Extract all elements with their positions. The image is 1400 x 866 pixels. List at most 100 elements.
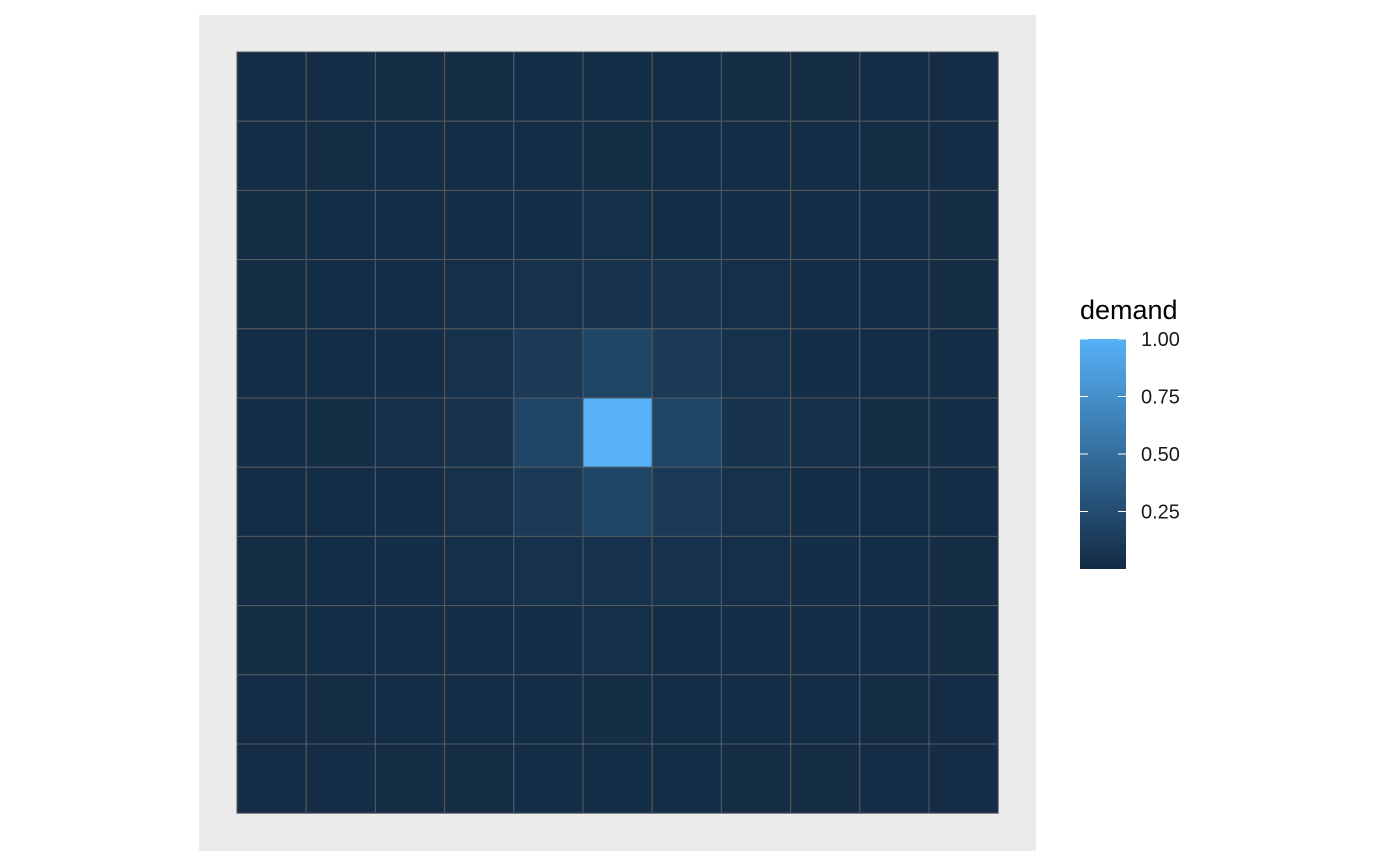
heatmap-tile [928,466,999,537]
heatmap-tile [236,259,307,330]
heatmap-tile [651,605,722,676]
legend-tick-label: 0.75 [1141,387,1180,409]
heatmap-tile [236,466,307,537]
legend-tick-label: 0.25 [1141,502,1180,524]
heatmap-tile [790,535,861,607]
heatmap-tile [582,259,653,330]
heatmap-tile [928,51,999,122]
heatmap-tile [305,51,376,122]
heatmap-tile [582,120,653,191]
heatmap-tile [305,328,376,399]
heatmap-tile [513,189,584,261]
heatmap-tile [651,466,722,537]
heatmap-tile [236,51,307,122]
heatmap-tile [513,51,584,122]
legend-tick-label: 1.00 [1141,329,1180,351]
heatmap-tile [236,605,307,676]
heatmap-tile [928,674,999,745]
heatmap-tile [790,189,861,261]
heatmap-tile [374,120,446,191]
heatmap-tile [582,743,653,814]
heatmap-tile [582,328,653,399]
heatmap-tile [651,328,722,399]
heatmap-tile [720,189,792,261]
heatmap-tile [859,674,930,745]
heatmap-tile [651,397,722,468]
heatmap-tile [513,259,584,330]
heatmap-tile [236,743,307,814]
heatmap-tile [444,743,515,814]
heatmap-tile [236,120,307,191]
heatmap-tile [720,674,792,745]
legend-ticks: 0.25 0.50 0.75 1.00 [1080,329,1180,524]
heatmap-tile [720,535,792,607]
heatmap-tile [582,466,653,537]
heatmap-tile [513,120,584,191]
heatmap-tile [859,259,930,330]
heatmap-tile [582,189,653,261]
heatmap-tile [720,51,792,122]
heatmap-tile [236,535,307,607]
heatmap-tile [374,674,446,745]
heatmap-tile [305,189,376,261]
heatmap-tile [374,189,446,261]
heatmap-tile [651,743,722,814]
heatmap-tile [444,674,515,745]
heatmap-tile [582,605,653,676]
heatmap-tile [305,674,376,745]
heatmap-tile [651,259,722,330]
heatmap-tile [305,259,376,330]
heatmap-tile [859,189,930,261]
heatmap-tile [859,466,930,537]
heatmap-tile [582,535,653,607]
heatmap-tile [444,259,515,330]
heatmap-tile [790,328,861,399]
heatmap-tile [928,535,999,607]
heatmap-tile [582,397,653,468]
heatmap-tile [928,605,999,676]
heatmap-tile [859,397,930,468]
heatmap-tile [305,743,376,814]
heatmap-tile [790,605,861,676]
heatmap-tile [374,51,446,122]
heatmap-tile [236,328,307,399]
heatmap-tile [859,605,930,676]
heatmap-tile [305,397,376,468]
heatmap-tile [444,51,515,122]
heatmap-tile [236,189,307,261]
heatmap-tile [513,743,584,814]
heatmap-tile [444,189,515,261]
heatmap-tile [790,259,861,330]
heatmap-tile [651,535,722,607]
heatmap-tile [651,51,722,122]
heatmap-tile [790,397,861,468]
heatmap-tile [374,743,446,814]
heatmap-tile [720,120,792,191]
heatmap-tile [513,397,584,468]
heatmap-tile [720,397,792,468]
heatmap-tile [444,535,515,607]
heatmap-tile [720,466,792,537]
heatmap-tile [305,466,376,537]
heatmap-tile [513,466,584,537]
heatmap-tile [790,51,861,122]
heatmap-tile [651,120,722,191]
heatmap-tile [374,605,446,676]
heatmap-tile [928,328,999,399]
heatmap-tile [444,120,515,191]
legend: demand 0.25 0.50 0.75 1.00 [1080,295,1180,569]
heatmap-tile [444,397,515,468]
heatmap-tile [859,51,930,122]
heatmap-tile [513,605,584,676]
heatmap-tile [374,259,446,330]
heatmap-tile [790,466,861,537]
heatmap-tile [790,743,861,814]
heatmap-tile [444,466,515,537]
heatmap-tile [513,328,584,399]
legend-title: demand [1080,295,1178,325]
heatmap-tile [859,743,930,814]
heatmap-tile [720,259,792,330]
heatmap-tile [651,189,722,261]
heatmap-tile [236,397,307,468]
heatmap-tile [374,328,446,399]
